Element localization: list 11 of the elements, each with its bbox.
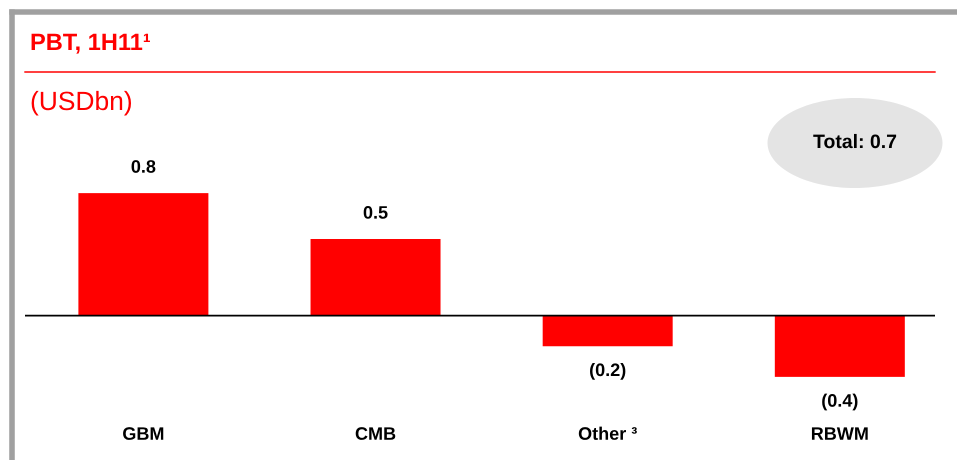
- x-tick-label: CMB: [356, 427, 396, 440]
- text: Total: 0.7: [813, 134, 896, 148]
- x-tick-label: GBM: [123, 427, 164, 440]
- data-label: (0.2): [590, 362, 626, 380]
- data-label: 0.5: [364, 206, 388, 219]
- x-tick-label: RBWM: [812, 427, 868, 440]
- x-tick-label: Other ³: [578, 426, 637, 440]
- data-label: 0.8: [132, 160, 156, 173]
- data-label: (0.4): [822, 394, 858, 410]
- chart-subtitle: (USDbn): [32, 90, 132, 116]
- chart-title: PBT, 1H11¹: [32, 34, 150, 54]
